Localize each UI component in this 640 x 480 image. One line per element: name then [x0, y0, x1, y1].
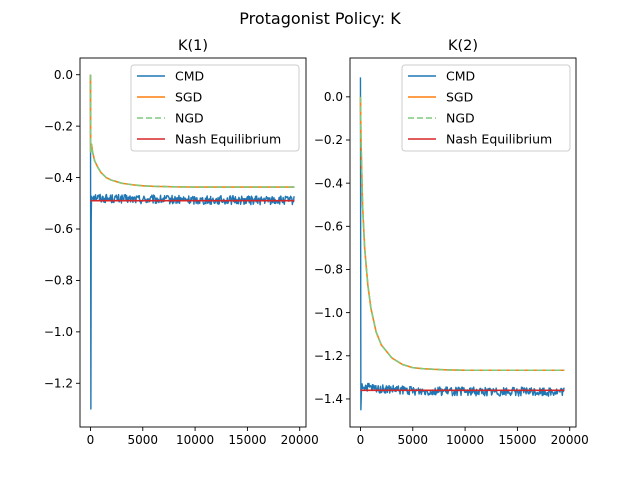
legend-label-nash-equilibrium: Nash Equilibrium	[446, 132, 552, 147]
series-line-ngd	[359, 96, 565, 372]
series-line-ngd	[89, 74, 295, 188]
y-tick-label: −1.0	[314, 306, 343, 320]
legend-label-sgd: SGD	[175, 90, 202, 105]
x-tick-label: 5000	[128, 433, 159, 447]
figure-title: Protagonist Policy: K	[239, 9, 401, 28]
legend-label-cmd: CMD	[175, 69, 204, 84]
y-tick-label: −0.4	[314, 176, 343, 190]
y-tick-label: −0.8	[314, 263, 343, 277]
x-tick-label: 20000	[551, 433, 589, 447]
legend-box	[401, 64, 571, 152]
series-line-cmd	[359, 77, 565, 411]
legend-label-sgd: SGD	[446, 90, 473, 105]
y-tick-label: −1.4	[314, 392, 343, 406]
y-tick-label: −1.2	[44, 376, 73, 390]
legend: CMD SGD NGD Nash Equilibrium	[401, 64, 571, 152]
legend-label-ngd: NGD	[446, 111, 475, 126]
subplot-title: K(2)	[448, 38, 478, 54]
subplot-k2: K(2) 0 5000 10000 15000 20000 0.0 −0.2 −0.4 −0.6 −…	[314, 38, 589, 447]
x-tick-label: 0	[87, 433, 95, 447]
y-tick-label: −0.2	[44, 119, 73, 133]
subplot-title: K(1)	[178, 38, 208, 54]
y-tick-label: 0.0	[54, 68, 73, 82]
y-tick-label: 0.0	[324, 90, 343, 104]
y-tick-label: −0.8	[44, 274, 73, 288]
x-tick-label: 5000	[398, 433, 429, 447]
legend-box	[130, 64, 300, 152]
y-tick-label: −0.6	[44, 222, 73, 236]
series-group	[89, 74, 295, 410]
legend-label-nash-equilibrium: Nash Equilibrium	[175, 132, 281, 147]
x-tick-label: 15000	[228, 433, 266, 447]
x-tick-label: 15000	[498, 433, 536, 447]
series-group	[359, 77, 565, 411]
legend-label-cmd: CMD	[446, 69, 475, 84]
x-tick-label: 10000	[446, 433, 484, 447]
y-tick-label: −1.2	[314, 349, 343, 363]
y-tick-label: −1.0	[44, 325, 73, 339]
x-tick-label: 0	[357, 433, 365, 447]
legend: CMD SGD NGD Nash Equilibrium	[130, 64, 300, 152]
series-line-cmd	[89, 74, 295, 410]
x-tick-label: 10000	[176, 433, 214, 447]
y-tick-label: −0.4	[44, 171, 73, 185]
axes-frame	[349, 57, 577, 428]
y-tick-label: −0.2	[314, 133, 343, 147]
legend-label-ngd: NGD	[175, 111, 204, 126]
axes-frame	[79, 57, 307, 428]
x-tick-label: 20000	[281, 433, 319, 447]
y-tick-label: −0.6	[314, 220, 343, 234]
subplot-k1: K(1) 0 5000 10000 15000 20000 0.0 −0.2 −0.4 −0.6 −…	[44, 38, 319, 447]
